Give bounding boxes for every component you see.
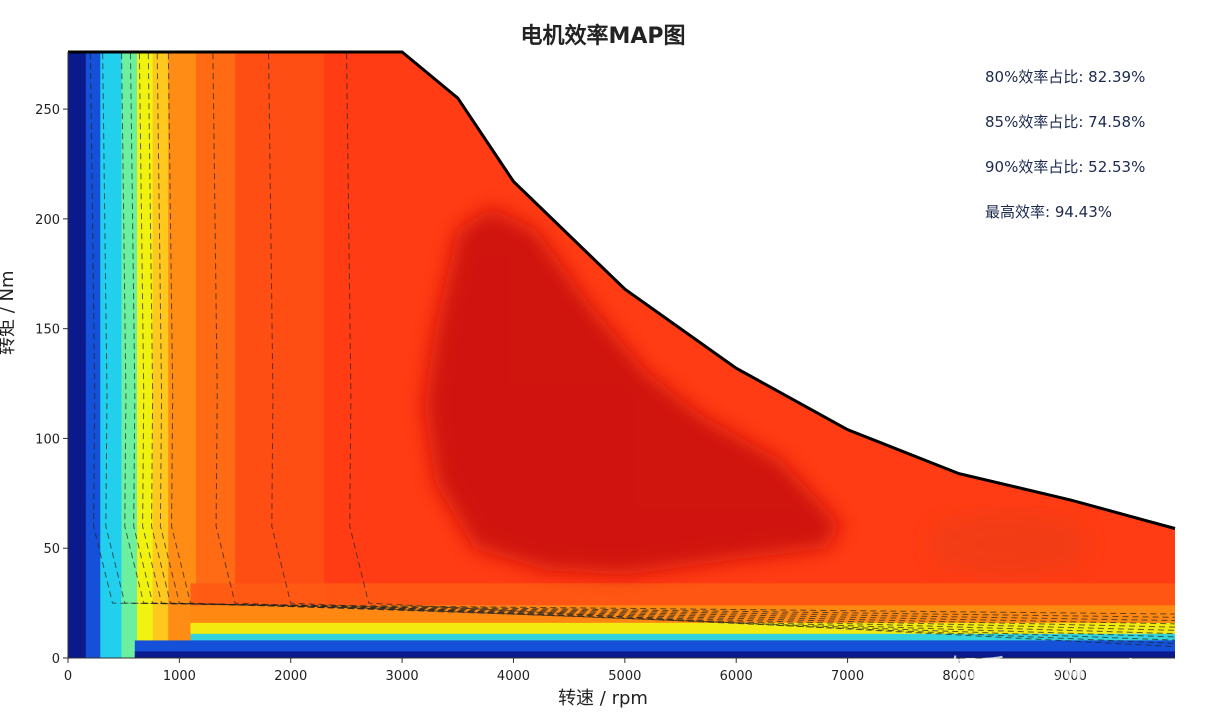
colour-band <box>85 52 102 658</box>
colour-band <box>100 52 123 658</box>
stat-80: 80%效率占比: 82.39% <box>985 68 1146 86</box>
peak-efficiency-region <box>424 207 843 575</box>
x-tick-label: 8000 <box>942 669 975 684</box>
stat-90: 90%效率占比: 52.53% <box>985 158 1146 176</box>
colour-band <box>121 52 139 658</box>
max-torque-envelope <box>68 50 1176 530</box>
x-tick-label: 6000 <box>720 669 753 684</box>
y-tick-label: 200 <box>35 213 60 228</box>
colour-band <box>168 52 198 658</box>
y-tick-label: 100 <box>35 432 60 447</box>
stat-max: 最高效率: 94.43% <box>985 203 1113 221</box>
x-tick-label: 2000 <box>274 669 307 684</box>
contour-line <box>267 52 1175 645</box>
x-tick-label: 1000 <box>163 669 196 684</box>
efficiency-stats: 80%效率占比: 82.39% 85%效率占比: 74.58% 90%效率占比:… <box>985 70 1145 250</box>
watermark: 知乎 @sword <box>950 653 1136 686</box>
contour-line <box>89 52 1175 615</box>
stat-85: 85%效率占比: 74.58% <box>985 113 1146 131</box>
colour-band <box>137 52 154 658</box>
secondary-high-region <box>929 511 1090 576</box>
x-tick-label: 4000 <box>497 669 530 684</box>
chart-title: 电机效率MAP图 <box>520 24 686 49</box>
y-tick-label: 0 <box>52 652 60 667</box>
x-tick-label: 5000 <box>608 669 641 684</box>
x-tick-label: 7000 <box>831 669 864 684</box>
y-tick-label: 150 <box>35 323 60 338</box>
y-tick-label: 250 <box>35 103 60 118</box>
contour-line <box>212 52 1175 641</box>
colour-band <box>68 52 87 658</box>
x-tick-label: 9000 <box>1054 669 1087 684</box>
x-tick-label: 3000 <box>386 669 419 684</box>
colour-band <box>134 651 1175 658</box>
x-axis-label: 转速 / rpm <box>558 688 648 709</box>
x-tick-label: 0 <box>64 669 72 684</box>
colour-band <box>235 52 326 658</box>
y-axis-label: 转矩 / Nm <box>0 270 18 355</box>
y-tick-label: 50 <box>43 542 60 557</box>
colour-band <box>196 52 237 658</box>
